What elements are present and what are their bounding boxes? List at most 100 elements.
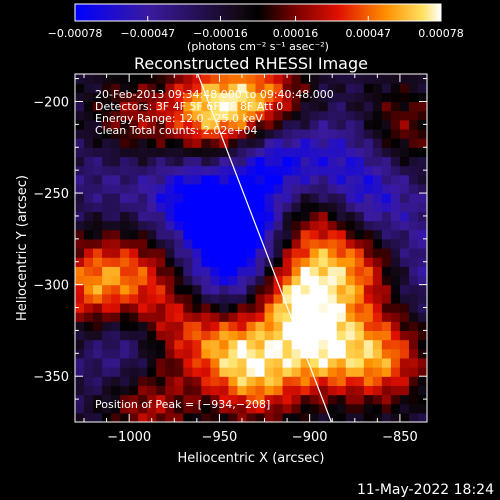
heatmap-cell xyxy=(165,302,175,313)
heatmap-cell xyxy=(138,385,148,396)
heatmap-cell xyxy=(381,403,392,414)
heatmap-cell xyxy=(417,293,427,304)
heatmap-cell xyxy=(408,119,419,130)
heatmap-cell xyxy=(309,83,320,93)
heatmap-cell xyxy=(138,302,148,313)
heatmap-cell xyxy=(309,284,320,295)
heatmap-cell xyxy=(210,147,221,158)
heatmap-cell xyxy=(273,312,284,322)
heatmap-cell xyxy=(417,147,427,158)
heatmap-cell xyxy=(237,248,248,258)
heatmap-cell xyxy=(399,92,410,103)
heatmap-cell xyxy=(93,83,103,93)
heatmap-cell xyxy=(129,202,139,212)
heatmap-cell xyxy=(156,74,166,84)
heatmap-cell xyxy=(174,266,184,277)
heatmap-cell xyxy=(282,220,293,231)
heatmap-cell xyxy=(129,83,139,93)
heatmap-cell xyxy=(273,376,284,386)
heatmap-cell xyxy=(354,284,365,295)
heatmap-cell xyxy=(363,183,374,194)
heatmap-cell xyxy=(183,138,193,148)
heatmap-cell xyxy=(363,74,374,84)
heatmap-cell xyxy=(255,266,266,277)
heatmap-cell xyxy=(192,357,202,368)
heatmap-cell xyxy=(291,367,302,377)
heatmap-cell xyxy=(138,403,148,414)
heatmap-cell xyxy=(363,275,374,286)
heatmap-cell xyxy=(219,229,230,240)
heatmap-cell xyxy=(138,376,148,386)
heatmap-cell xyxy=(345,293,356,304)
heatmap-cell xyxy=(345,257,356,267)
heatmap-cell xyxy=(246,128,257,139)
heatmap-cell xyxy=(192,92,202,103)
chart-title: Reconstructed RHESSI Image xyxy=(134,54,368,73)
heatmap-cell xyxy=(291,220,302,231)
heatmap-cell xyxy=(237,257,248,267)
heatmap-cell xyxy=(255,284,266,295)
heatmap-cell xyxy=(138,367,148,377)
heatmap-cell xyxy=(156,238,166,249)
heatmap-cell xyxy=(237,339,248,350)
heatmap-cell xyxy=(246,403,257,414)
heatmap-cell xyxy=(147,74,157,84)
heatmap-cell xyxy=(237,83,248,93)
heatmap-cell xyxy=(156,394,166,405)
heatmap-cell xyxy=(183,275,193,286)
heatmap-cell xyxy=(219,330,230,341)
heatmap-cell xyxy=(156,110,166,121)
heatmap-cell xyxy=(264,284,275,295)
heatmap-cell xyxy=(255,128,266,139)
heatmap-cell xyxy=(291,211,302,222)
heatmap-cell xyxy=(210,101,221,112)
heatmap-cell xyxy=(282,147,293,158)
heatmap-cell xyxy=(381,312,392,322)
heatmap-cell xyxy=(255,220,266,231)
heatmap-cell xyxy=(84,394,94,405)
heatmap-cell xyxy=(138,74,148,84)
heatmap-cell xyxy=(102,293,112,304)
heatmap-cell xyxy=(336,266,347,277)
heatmap-cell xyxy=(84,174,94,185)
heatmap-cell xyxy=(75,293,85,304)
heatmap-cell xyxy=(372,147,383,158)
heatmap-cell xyxy=(147,248,157,258)
heatmap-cell xyxy=(273,257,284,267)
heatmap-cell xyxy=(381,412,392,422)
heatmap-cell xyxy=(210,293,221,304)
heatmap-cell xyxy=(282,138,293,148)
heatmap-cell xyxy=(165,193,175,203)
heatmap-cell xyxy=(408,376,419,386)
heatmap-cell xyxy=(165,229,175,240)
heatmap-cell xyxy=(102,183,112,194)
heatmap-cell xyxy=(408,357,419,368)
heatmap-cell xyxy=(354,367,365,377)
heatmap-cell xyxy=(237,229,248,240)
heatmap-cell xyxy=(138,174,148,185)
heatmap-cell xyxy=(390,74,401,84)
heatmap-cell xyxy=(399,321,410,332)
heatmap-cell xyxy=(291,174,302,185)
heatmap-cell xyxy=(408,211,419,222)
heatmap-cell xyxy=(120,376,130,386)
heatmap-cell xyxy=(147,339,157,350)
heatmap-cell xyxy=(111,357,121,368)
heatmap-cell xyxy=(201,193,211,203)
heatmap-cell xyxy=(399,357,410,368)
heatmap-cell xyxy=(129,275,139,286)
heatmap-cell xyxy=(156,321,166,332)
heatmap-cell xyxy=(201,174,211,185)
heatmap-cell xyxy=(84,367,94,377)
heatmap-cell xyxy=(345,101,356,112)
heatmap-cell xyxy=(309,147,320,158)
heatmap-cell xyxy=(273,83,284,93)
heatmap-cell xyxy=(219,394,230,405)
heatmap-cell xyxy=(309,385,320,396)
heatmap-cell xyxy=(210,165,221,176)
heatmap-cell xyxy=(201,394,211,405)
heatmap-cell xyxy=(183,376,193,386)
heatmap-cell xyxy=(408,138,419,148)
heatmap-cell xyxy=(237,74,248,84)
heatmap-cell xyxy=(417,357,427,368)
